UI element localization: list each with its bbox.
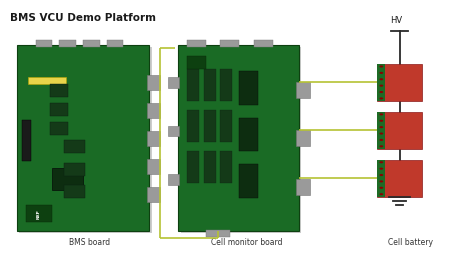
Text: NXP: NXP — [37, 209, 41, 219]
Circle shape — [379, 91, 383, 93]
Circle shape — [379, 168, 383, 170]
Text: BMS board: BMS board — [70, 238, 110, 247]
Bar — [22, 120, 31, 161]
Bar — [19, 47, 152, 233]
Circle shape — [379, 126, 383, 128]
Text: BMS VCU Demo Platform: BMS VCU Demo Platform — [10, 13, 156, 23]
Bar — [239, 164, 258, 198]
Bar — [254, 40, 273, 47]
Circle shape — [379, 161, 383, 163]
Bar — [377, 112, 385, 149]
Bar — [296, 179, 310, 195]
Bar — [178, 45, 299, 231]
Bar — [64, 163, 85, 176]
Bar — [107, 40, 123, 47]
Bar — [26, 205, 52, 222]
Circle shape — [379, 78, 383, 80]
Bar — [64, 140, 85, 153]
Bar — [28, 77, 66, 84]
Bar — [187, 69, 199, 101]
Bar — [187, 110, 199, 142]
Bar — [50, 84, 68, 97]
Bar — [17, 45, 149, 231]
Bar — [239, 71, 258, 105]
Circle shape — [379, 174, 383, 176]
Bar — [220, 110, 232, 142]
Circle shape — [379, 180, 383, 182]
Bar — [52, 168, 83, 190]
Bar — [377, 64, 385, 101]
Circle shape — [379, 120, 383, 122]
Text: HV: HV — [390, 16, 402, 25]
Bar — [377, 64, 422, 101]
Bar — [147, 103, 160, 118]
Circle shape — [379, 97, 383, 99]
Bar — [64, 185, 85, 198]
Bar — [204, 69, 216, 101]
Bar — [168, 174, 179, 185]
Text: Cell battery: Cell battery — [388, 238, 432, 247]
Bar — [204, 151, 216, 183]
Bar — [296, 130, 310, 146]
Bar — [168, 126, 179, 136]
Bar — [377, 160, 385, 197]
Bar — [296, 82, 310, 98]
Bar — [36, 40, 52, 47]
Bar — [59, 40, 76, 47]
Bar — [377, 112, 422, 149]
Bar — [181, 47, 301, 233]
Bar — [377, 160, 422, 197]
Bar — [147, 159, 160, 174]
Bar — [83, 40, 100, 47]
Circle shape — [379, 193, 383, 195]
Bar — [187, 40, 206, 47]
Bar — [187, 151, 199, 183]
Circle shape — [379, 139, 383, 141]
Bar — [50, 103, 68, 116]
Circle shape — [379, 85, 383, 87]
Circle shape — [379, 113, 383, 115]
Bar — [220, 69, 232, 101]
Bar — [147, 131, 160, 146]
Bar — [206, 230, 230, 237]
Bar — [204, 110, 216, 142]
Bar — [187, 56, 206, 69]
Bar — [147, 187, 160, 202]
Circle shape — [379, 132, 383, 135]
Bar — [239, 118, 258, 151]
Circle shape — [379, 145, 383, 147]
Bar — [220, 40, 239, 47]
Circle shape — [379, 65, 383, 68]
Bar — [147, 75, 160, 90]
Circle shape — [379, 187, 383, 189]
Bar — [50, 122, 68, 135]
Bar — [220, 151, 232, 183]
Bar — [168, 77, 179, 88]
Text: Cell monitor board: Cell monitor board — [211, 238, 282, 247]
Circle shape — [379, 72, 383, 74]
